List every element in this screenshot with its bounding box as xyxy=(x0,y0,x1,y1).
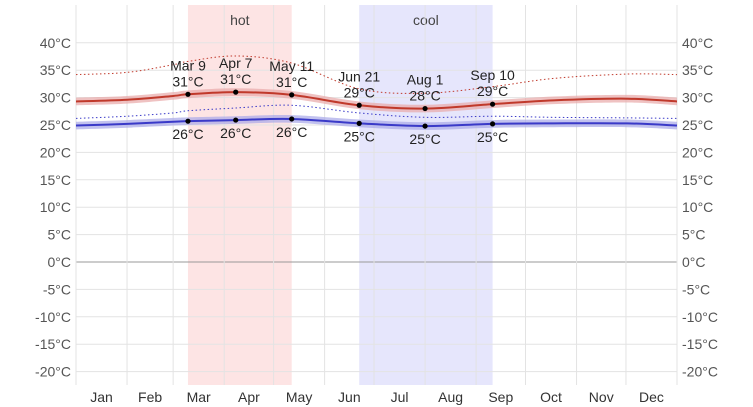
band-cool xyxy=(359,5,493,385)
annotation-value: 25°C xyxy=(344,128,375,144)
annotation-value: 29°C xyxy=(344,84,375,100)
y-axis-left: 40°C 35°C 30°C 25°C 20°C 15°C 10°C 5°C 0°C -5°C -1… xyxy=(35,35,71,380)
y-tick-label-left: 40°C xyxy=(40,35,71,51)
y-tick-label-right: 35°C xyxy=(682,62,713,78)
x-tick-label: Jul xyxy=(391,389,409,405)
x-tick-label: Jan xyxy=(90,389,113,405)
annotation-point xyxy=(233,89,239,95)
series-line-high xyxy=(75,91,678,110)
x-tick-label: May xyxy=(286,389,312,405)
annotation-point xyxy=(185,118,191,124)
annotation-date: Apr 7 xyxy=(219,55,253,71)
series-band-high xyxy=(76,88,677,113)
annotation-value: 28°C xyxy=(409,88,440,104)
band-hot xyxy=(187,5,292,385)
x-tick-label: Sep xyxy=(488,389,513,405)
y-tick-label-left: 35°C xyxy=(40,62,71,78)
x-tick-label: Oct xyxy=(540,389,562,405)
y-tick-label-right: -10°C xyxy=(682,309,718,325)
y-tick-label-right: 30°C xyxy=(682,90,713,106)
annotation-date: May 11 xyxy=(269,58,314,74)
y-tick-label-right: 25°C xyxy=(682,117,713,133)
y-tick-label-left: -15°C xyxy=(35,336,71,352)
y-tick-label-right: 0°C xyxy=(682,254,706,270)
series-band-low xyxy=(76,115,677,130)
y-tick-label-left: 10°C xyxy=(40,199,71,215)
annotation-date: Aug 1 xyxy=(407,72,444,88)
x-tick-label: Dec xyxy=(639,389,664,405)
y-tick-label-left: -5°C xyxy=(43,281,71,297)
x-tick-label: Feb xyxy=(138,389,162,405)
band-label-cool: cool xyxy=(413,12,439,28)
y-tick-label-left: -10°C xyxy=(35,309,71,325)
annotation-value: 29°C xyxy=(477,83,508,99)
x-tick-label: Nov xyxy=(589,389,614,405)
series-extreme-low xyxy=(75,104,678,119)
annotation-point xyxy=(489,101,496,107)
y-tick-label-right: 20°C xyxy=(682,144,713,160)
annotation-point xyxy=(185,91,191,97)
y-tick-label-left: 30°C xyxy=(40,90,71,106)
y-tick-label-right: -5°C xyxy=(682,281,710,297)
annotation-value: 25°C xyxy=(409,131,440,147)
y-tick-label-left: 0°C xyxy=(48,254,72,270)
annotation-point xyxy=(422,123,428,129)
annotation-value: 25°C xyxy=(477,129,508,145)
x-tick-label: Jun xyxy=(338,389,361,405)
y-tick-label-right: 10°C xyxy=(682,199,713,215)
band-label-hot: hot xyxy=(230,12,250,28)
annotation-point xyxy=(233,117,239,123)
x-tick-label: Mar xyxy=(187,389,211,405)
x-axis: Jan Feb Mar Apr May Jun Jul Aug Sep Oct Nov Dec xyxy=(90,389,664,405)
y-tick-label-left: 5°C xyxy=(48,227,72,243)
y-tick-label-right: 15°C xyxy=(682,172,713,188)
y-tick-label-left: -20°C xyxy=(35,364,71,380)
annotation-value: 31°C xyxy=(172,73,203,89)
y-tick-label-left: 25°C xyxy=(40,117,71,133)
y-tick-label-right: -20°C xyxy=(682,364,718,380)
annotation-date: Sep 10 xyxy=(470,67,515,83)
annotation-point xyxy=(489,121,496,127)
annotation-point xyxy=(289,116,295,122)
y-tick-label-right: 40°C xyxy=(682,35,713,51)
y-axis-right: 40°C 35°C 30°C 25°C 20°C 15°C 10°C 5°C 0°C -5°C -1… xyxy=(682,35,718,380)
annotation-value: 31°C xyxy=(220,71,251,87)
season-bands: hot cool xyxy=(187,5,493,385)
y-tick-label-right: -15°C xyxy=(682,336,718,352)
y-tick-label-left: 20°C xyxy=(40,144,71,160)
annotation-value: 26°C xyxy=(276,124,307,140)
annotation-point xyxy=(356,120,362,126)
annotation-point xyxy=(356,102,362,108)
annotation-value: 26°C xyxy=(220,125,251,141)
y-tick-label-left: 15°C xyxy=(40,172,71,188)
annotation-point xyxy=(289,92,295,98)
x-tick-label: Apr xyxy=(238,389,260,405)
series-line-low xyxy=(75,117,678,128)
annotation-point xyxy=(422,105,428,112)
x-tick-label: Aug xyxy=(438,389,463,405)
y-tick-label-right: 5°C xyxy=(682,227,706,243)
annotation-value: 31°C xyxy=(276,74,307,90)
annotation-date: Jun 21 xyxy=(338,68,380,84)
annotation-date: Mar 9 xyxy=(170,57,206,73)
series xyxy=(75,55,678,130)
annotation-value: 26°C xyxy=(172,126,203,142)
